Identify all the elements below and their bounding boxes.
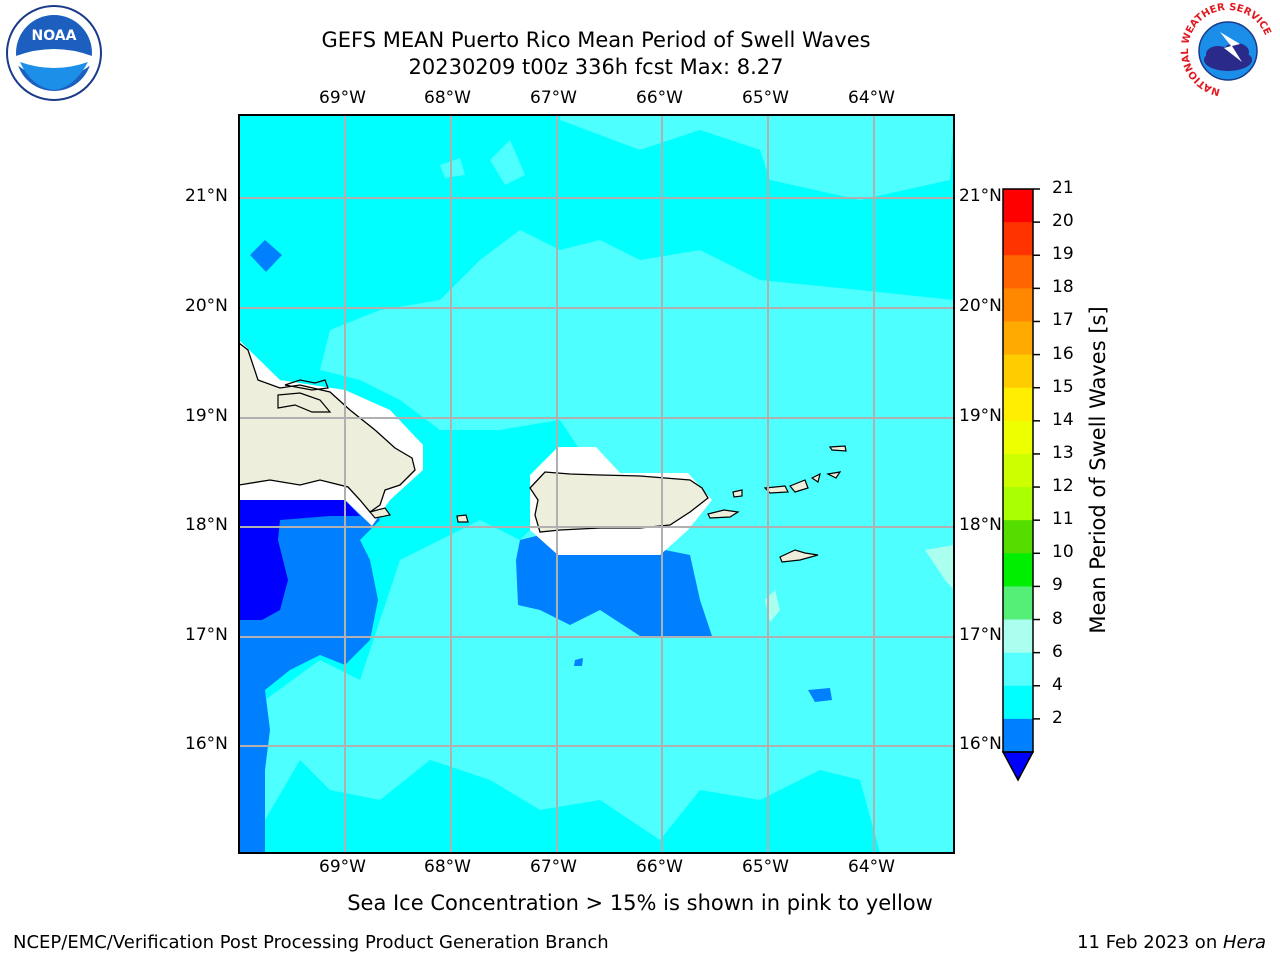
lat-label-left: 18°N bbox=[185, 515, 228, 535]
colorbar-tick-label: 8 bbox=[1052, 608, 1063, 629]
lat-label-left: 21°N bbox=[185, 186, 228, 206]
colorbar-tick-label: 12 bbox=[1052, 476, 1074, 497]
lon-label-top: 68°W bbox=[424, 88, 471, 108]
colorbar-segment bbox=[1003, 453, 1033, 488]
colorbar-segment bbox=[1003, 321, 1033, 356]
lat-label-right: 16°N bbox=[959, 734, 1002, 754]
colorbar-segment bbox=[1003, 586, 1033, 621]
colorbar-tick-label: 14 bbox=[1052, 409, 1074, 430]
lat-label-right: 18°N bbox=[959, 515, 1002, 535]
colorbar-segment bbox=[1003, 520, 1033, 554]
colorbar-label: Mean Period of Swell Waves [s] bbox=[1086, 306, 1110, 634]
colorbar-segment bbox=[1003, 189, 1033, 223]
lon-label-bottom: 69°W bbox=[319, 857, 366, 877]
lat-label-left: 16°N bbox=[185, 734, 228, 754]
colorbar-segment bbox=[1003, 652, 1033, 687]
footer-branch: NCEP/EMC/Verification Post Processing Pr… bbox=[13, 932, 609, 953]
colorbar-tick-label: 4 bbox=[1052, 674, 1063, 695]
colorbar-tick-label: 15 bbox=[1052, 376, 1074, 397]
colorbar-segment bbox=[1003, 685, 1033, 720]
lon-label-top: 65°W bbox=[742, 88, 789, 108]
ocean-8-9s bbox=[925, 545, 954, 590]
colorbar-segment bbox=[1003, 619, 1033, 654]
noaa-logo-text: NOAA bbox=[32, 28, 77, 44]
colorbar-segment bbox=[1003, 255, 1033, 289]
sea-ice-caption: Sea Ice Concentration > 15% is shown in … bbox=[347, 891, 933, 915]
lat-label-left: 20°N bbox=[185, 296, 228, 316]
lat-label-right: 20°N bbox=[959, 296, 1002, 316]
footer-date: 11 Feb 2023 on Hera bbox=[1077, 932, 1266, 953]
lat-label-left: 19°N bbox=[185, 406, 228, 426]
colorbar-tick-label: 2 bbox=[1052, 707, 1063, 728]
lon-label-bottom: 65°W bbox=[742, 857, 789, 877]
colorbar-tick-label: 16 bbox=[1052, 343, 1074, 364]
footer-machine: Hera bbox=[1222, 932, 1266, 953]
colorbar-tick-label: 17 bbox=[1052, 310, 1074, 331]
colorbar-tick-label: 20 bbox=[1052, 211, 1074, 232]
lon-label-bottom: 64°W bbox=[848, 857, 895, 877]
colorbar-tick-label: 18 bbox=[1052, 277, 1074, 298]
colorbar-tick-label: 11 bbox=[1052, 509, 1074, 530]
colorbar-tick-label: 21 bbox=[1052, 178, 1074, 198]
colorbar-segment bbox=[1003, 354, 1033, 389]
colorbar-tick-label: 6 bbox=[1052, 641, 1063, 662]
footer-date-text: 11 Feb 2023 on bbox=[1077, 932, 1223, 953]
colorbar bbox=[1001, 188, 1040, 782]
colorbar-tick-label: 19 bbox=[1052, 244, 1074, 265]
lon-label-top: 66°W bbox=[636, 88, 683, 108]
colorbar-tick-label: 9 bbox=[1052, 575, 1063, 596]
colorbar-segment bbox=[1003, 387, 1033, 422]
colorbar-segment bbox=[1003, 718, 1033, 753]
lon-label-bottom: 67°W bbox=[530, 857, 577, 877]
ocean-under-2s bbox=[239, 500, 360, 620]
map-gridlines bbox=[239, 115, 954, 853]
lon-label-top: 69°W bbox=[319, 88, 366, 108]
noaa-logo-icon: NOAA bbox=[6, 5, 102, 101]
nws-logo-icon: NATIONAL WEATHER SERVICE bbox=[1180, 2, 1274, 97]
lon-label-top: 67°W bbox=[530, 88, 577, 108]
colorbar-segment bbox=[1003, 288, 1033, 322]
map-frame bbox=[238, 114, 955, 854]
small-islands bbox=[456, 445, 847, 563]
lat-label-right: 19°N bbox=[959, 406, 1002, 426]
colorbar-segment bbox=[1003, 420, 1033, 455]
lat-label-right: 21°N bbox=[959, 186, 1002, 206]
lon-label-top: 64°W bbox=[848, 88, 895, 108]
lon-label-bottom: 68°W bbox=[424, 857, 471, 877]
lon-label-bottom: 66°W bbox=[636, 857, 683, 877]
lat-label-right: 17°N bbox=[959, 625, 1002, 645]
map-subtitle: 20230209 t00z 336h fcst Max: 8.27 bbox=[408, 55, 784, 79]
colorbar-tick-label: 13 bbox=[1052, 442, 1074, 463]
colorbar-segment bbox=[1003, 222, 1033, 256]
colorbar-segment bbox=[1003, 553, 1033, 587]
colorbar-segment bbox=[1003, 487, 1033, 521]
colorbar-frame bbox=[1002, 188, 1034, 753]
colorbar-tick-label: 10 bbox=[1052, 542, 1074, 563]
lat-label-left: 17°N bbox=[185, 625, 228, 645]
colorbar-under-arrow bbox=[1001, 751, 1035, 782]
map-title: GEFS MEAN Puerto Rico Mean Period of Swe… bbox=[321, 28, 871, 52]
